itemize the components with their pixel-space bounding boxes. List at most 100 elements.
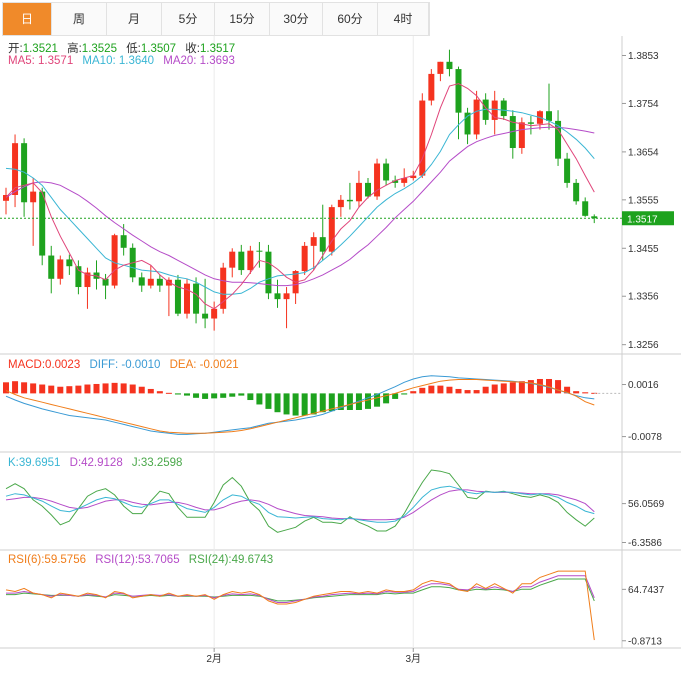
candle-body: [211, 308, 218, 319]
ma10-legend: MA10: 1.3640: [82, 55, 155, 67]
j-legend-value: J:33.2598: [131, 457, 183, 469]
macd-bar: [392, 393, 399, 399]
rsi12-legend-value: RSI(12):53.7065: [95, 554, 180, 566]
candle-body: [247, 250, 254, 271]
candle-body: [410, 175, 417, 179]
open-label: 开:: [8, 43, 23, 55]
macd-bar: [39, 384, 46, 394]
macd-bar: [3, 382, 9, 394]
candle-body: [455, 69, 462, 113]
candle-body: [582, 201, 589, 216]
month-tick-label: 2月: [206, 653, 222, 665]
tab-60分[interactable]: 60分: [323, 3, 378, 35]
kdj-tick-label: 56.0569: [628, 499, 665, 510]
macd-bar: [238, 393, 245, 396]
candle-body: [120, 235, 127, 248]
tab-4时[interactable]: 4时: [378, 3, 429, 35]
tab-30分[interactable]: 30分: [270, 3, 323, 35]
candle-body: [202, 313, 209, 319]
macd-bar: [455, 388, 462, 394]
macd-bar: [102, 383, 109, 394]
price-tick-label: 1.3555: [628, 195, 659, 206]
price-tick-label: 1.3654: [628, 147, 659, 158]
macd-bar: [147, 388, 154, 394]
candle-body: [383, 163, 390, 181]
candle-body: [147, 278, 154, 286]
current-price-box: [622, 211, 674, 226]
candle-body: [111, 235, 118, 286]
candle-body: [39, 191, 46, 256]
price-tick-label: 1.3754: [628, 99, 659, 110]
macd-bar: [446, 386, 453, 394]
kdj-legend: K:39.6951 D:42.9128 J:33.2598: [8, 457, 188, 469]
d-line: [5, 489, 595, 521]
k-line: [5, 485, 595, 523]
chart-svg: 1.3853 1.3754 1.3654 1.3555 1.3455 1.3356 1.32…: [0, 36, 681, 665]
macd-bar: [93, 383, 100, 394]
macd-bar: [156, 391, 163, 394]
tab-周[interactable]: 周: [52, 3, 107, 35]
tab-15分[interactable]: 15分: [215, 3, 270, 35]
macd-bar: [84, 384, 91, 394]
macd-bar: [365, 393, 371, 409]
candle-body: [346, 199, 353, 202]
candle-body: [509, 116, 516, 149]
candle-body: [591, 216, 598, 219]
ma5-line: [5, 83, 595, 310]
candle-body: [328, 207, 335, 252]
macd-bar: [564, 386, 571, 394]
macd-bar: [75, 385, 82, 394]
candle-body: [564, 158, 571, 183]
macd-bar: [473, 390, 480, 394]
candle-body: [473, 99, 480, 135]
tab-月[interactable]: 月: [107, 3, 162, 35]
macd-bar: [184, 393, 190, 396]
macd-legend-value: MACD:0.0023: [8, 359, 81, 371]
candle-body: [573, 182, 580, 202]
tab-日[interactable]: 日: [3, 3, 52, 35]
candle-body: [518, 122, 525, 149]
close-label: 收:: [185, 43, 200, 55]
price-tick-label: 1.3356: [628, 292, 659, 303]
candle-body: [229, 251, 236, 268]
macd-bar: [546, 378, 552, 394]
close-value: 1.3517: [199, 43, 236, 55]
high-value: 1.3525: [81, 43, 117, 55]
macd-bar: [582, 392, 589, 394]
macd-bar: [355, 393, 362, 410]
tab-5分[interactable]: 5分: [162, 3, 215, 35]
low-value: 1.3507: [140, 43, 177, 55]
macd-bar: [555, 380, 562, 394]
candle-body: [156, 278, 163, 286]
dea-legend-value: DEA: -0.0021: [169, 359, 239, 371]
ohlc-legend: 开:1.3521 高:1.3525 低:1.3507 收:1.3517: [8, 40, 241, 56]
macd-bar: [174, 393, 181, 395]
candle-body: [256, 250, 263, 252]
macd-bar: [328, 393, 335, 412]
candle-body: [265, 251, 272, 294]
macd-bar: [383, 393, 390, 404]
candle-body: [220, 267, 227, 309]
ma20-line: [5, 126, 595, 287]
macd-legend: MACD:0.0023 DIFF: -0.0010 DEA: -0.0021: [8, 359, 245, 371]
period-tab-bar: 日周月 5分 15分 30分 60分 4时: [2, 2, 430, 36]
ma10-line: [5, 108, 595, 295]
macd-bar: [30, 383, 37, 394]
candle-body: [138, 277, 145, 286]
macd-bar: [536, 378, 543, 394]
candle-body: [546, 111, 552, 121]
diff-legend-value: DIFF: -0.0010: [89, 359, 161, 371]
candle-body: [174, 279, 181, 314]
macd-tick-label: -0.0078: [628, 432, 662, 443]
rsi6-legend-value: RSI(6):59.5756: [8, 554, 86, 566]
candle-body: [446, 61, 453, 70]
macd-bar: [500, 383, 507, 394]
candle-body: [75, 266, 82, 288]
macd-bar: [57, 386, 64, 394]
candle-body: [57, 259, 64, 279]
candle-body: [365, 182, 371, 197]
macd-bar: [202, 393, 209, 399]
macd-bar: [211, 393, 218, 399]
candle-body: [84, 272, 91, 288]
